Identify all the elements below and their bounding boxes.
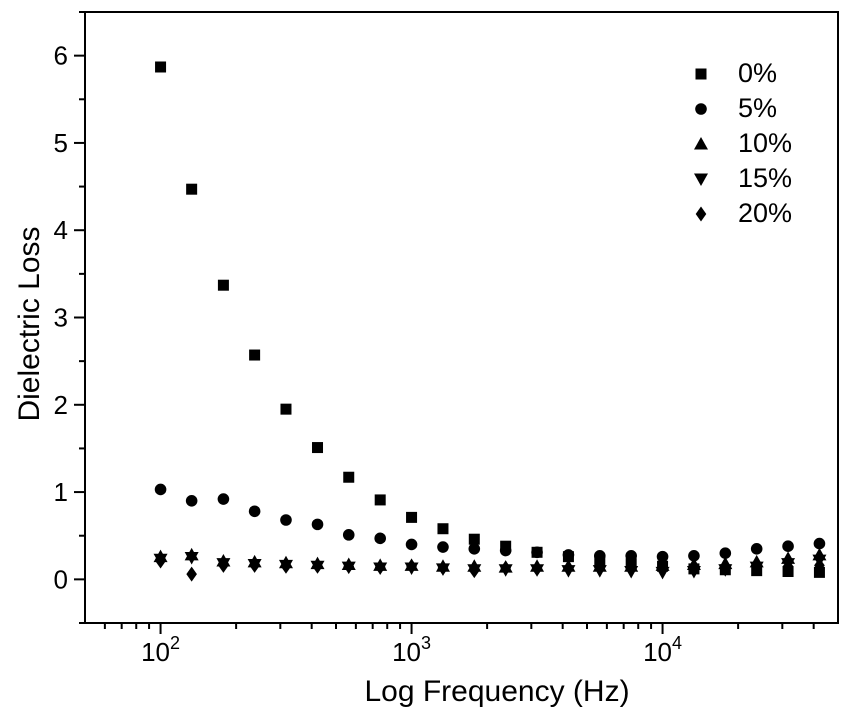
data-point-20%: [186, 566, 197, 582]
legend-marker-circle-icon: [695, 102, 707, 115]
y-tick-label: 6: [54, 41, 68, 71]
legend: 0% 5% 10% 15% 20%: [690, 56, 792, 231]
data-point-0%: [406, 511, 418, 523]
x-tick-label: 102: [141, 633, 180, 667]
legend-label: 5%: [738, 93, 778, 123]
series-circle-5%: [154, 483, 826, 563]
data-point-5%: [342, 529, 355, 541]
data-point-5%: [719, 547, 732, 559]
legend-row-15%: 15%: [690, 161, 792, 196]
data-point-5%: [374, 532, 386, 545]
legend-marker-square-icon: [695, 68, 707, 79]
data-point-0%: [437, 523, 449, 535]
data-point-20%: [406, 558, 417, 574]
legend-marker-diamond-icon: [695, 206, 707, 221]
legend-row-0%: 0%: [690, 56, 792, 91]
y-tick-label: 2: [54, 390, 68, 420]
data-point-5%: [688, 549, 700, 562]
data-point-0%: [374, 494, 386, 506]
data-point-20%: [218, 557, 229, 573]
data-point-20%: [751, 558, 762, 574]
data-point-5%: [625, 549, 637, 562]
legend-label: 15%: [738, 163, 793, 193]
data-point-20%: [155, 553, 166, 569]
data-point-5%: [499, 544, 512, 557]
axis-ticks: [74, 11, 815, 634]
y-tick-label: 5: [54, 128, 68, 158]
data-point-5%: [750, 543, 763, 555]
data-point-20%: [500, 560, 511, 576]
data-point-5%: [531, 546, 543, 559]
y-tick-label: 1: [54, 477, 68, 507]
data-point-20%: [343, 558, 355, 574]
x-tick-label: 104: [643, 633, 682, 667]
data-point-0%: [312, 442, 324, 454]
data-point-5%: [782, 540, 794, 552]
data-point-0%: [343, 471, 355, 483]
legend-row-5%: 5%: [690, 91, 792, 126]
data-point-20%: [782, 558, 794, 574]
data-point-5%: [656, 550, 669, 563]
data-point-0%: [280, 403, 292, 415]
data-point-20%: [312, 558, 323, 574]
data-point-20%: [814, 557, 825, 573]
y-tick-label: 4: [54, 215, 68, 245]
y-tick-label: 3: [54, 303, 68, 333]
data-point-5%: [311, 518, 324, 531]
data-point-20%: [249, 557, 260, 573]
data-point-0%: [186, 183, 198, 195]
data-point-5%: [562, 549, 575, 561]
data-point-20%: [625, 560, 637, 576]
data-point-20%: [468, 563, 480, 579]
data-point-5%: [154, 483, 167, 496]
data-point-20%: [531, 561, 543, 577]
data-point-20%: [563, 560, 574, 576]
legend-row-10%: 10%: [690, 126, 792, 161]
data-point-5%: [185, 495, 198, 507]
data-point-15%: [184, 552, 199, 565]
data-point-20%: [437, 560, 449, 576]
legend-row-20%: 20%: [690, 196, 792, 231]
data-point-5%: [437, 541, 449, 553]
legend-label: 10%: [738, 128, 793, 158]
data-point-20%: [374, 559, 386, 575]
data-point-20%: [657, 560, 668, 576]
data-point-0%: [249, 349, 261, 361]
legend-label: 0%: [738, 58, 778, 88]
data-point-5%: [280, 514, 292, 526]
data-point-5%: [813, 537, 826, 550]
legend-marker-triangle-up-icon: [694, 136, 708, 149]
data-point-20%: [720, 559, 731, 575]
data-point-5%: [217, 493, 230, 505]
data-point-20%: [280, 558, 292, 574]
data-point-0%: [468, 533, 480, 545]
y-tick-label: 0: [54, 564, 68, 594]
data-point-0%: [155, 61, 167, 73]
data-point-0%: [217, 279, 229, 291]
data-point-5%: [594, 549, 606, 562]
data-point-20%: [594, 560, 606, 576]
legend-label: 20%: [738, 198, 793, 228]
x-tick-label: 103: [392, 633, 431, 667]
data-point-5%: [248, 505, 261, 518]
series-diamond-20%: [155, 553, 825, 582]
x-axis-title: Log Frequency (Hz): [364, 675, 630, 708]
y-axis-title: Dielectric Loss: [13, 226, 46, 422]
data-point-5%: [405, 538, 418, 551]
data-point-20%: [688, 559, 700, 575]
data-point-5%: [468, 543, 481, 555]
legend-marker-triangle-down-icon: [694, 173, 708, 186]
